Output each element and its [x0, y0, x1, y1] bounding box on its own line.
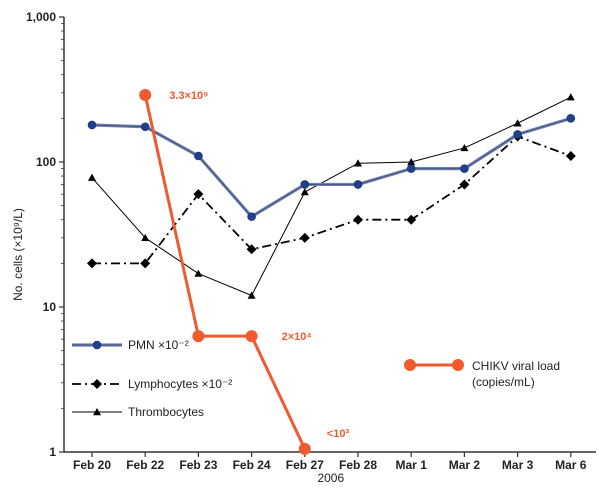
data-point-pmn	[353, 180, 363, 189]
legend-label-viral-unit: (copies/mL)	[472, 375, 535, 389]
y-tick-label: 10	[43, 300, 57, 314]
data-point-pmn	[194, 151, 203, 161]
data-point-thromb	[513, 119, 522, 127]
annotation-label: <10³	[327, 428, 350, 440]
data-point-pmn	[566, 114, 576, 123]
y-tick-label: 100	[36, 155, 56, 169]
data-point-pmn	[513, 130, 522, 139]
data-point-thromb	[407, 158, 416, 166]
data-point-pmn	[247, 212, 256, 221]
data-point-viral	[245, 330, 258, 343]
data-point-lymph	[406, 214, 417, 225]
data-point-lymph	[459, 179, 470, 190]
x-tick-label: Feb 28	[339, 458, 377, 472]
data-point-lymph	[87, 258, 97, 269]
data-point-thromb	[566, 93, 575, 101]
legend-label-lymph: Lymphocytes ×10⁻²	[128, 377, 232, 391]
data-point-pmn	[300, 180, 310, 189]
data-point-thromb	[300, 188, 309, 196]
x-tick-label: Feb 24	[233, 458, 271, 472]
legend-marker-lymph	[92, 379, 102, 389]
data-point-thromb	[88, 173, 96, 181]
data-point-thromb	[141, 233, 150, 242]
x-tick-label: Feb 27	[286, 458, 324, 472]
series-line-lymph	[92, 135, 572, 265]
data-point-viral	[192, 330, 205, 343]
data-point-pmn	[87, 120, 97, 130]
data-point-pmn	[140, 122, 150, 132]
y-axis-title: No. cells (×10⁹/L)	[11, 208, 25, 301]
data-point-lymph	[353, 214, 363, 225]
x-tick-label: Feb 22	[126, 458, 164, 472]
x-tick-label: Mar 6	[555, 458, 587, 472]
data-point-viral	[298, 442, 311, 455]
x-axis-title: 2006	[317, 471, 344, 485]
data-point-lymph	[246, 244, 257, 255]
x-tick-label: Mar 3	[502, 458, 534, 472]
x-tick-label: Mar 1	[396, 458, 428, 472]
annotation-label: 2×10⁴	[282, 331, 312, 343]
x-tick-label: Mar 2	[449, 458, 481, 472]
y-tick-label: 1,000	[26, 10, 56, 24]
data-point-viral	[139, 88, 152, 101]
data-point-pmn	[406, 164, 416, 173]
series-line-pmn-core	[91, 117, 571, 218]
y-tick-label: 1	[49, 445, 56, 459]
series-line-pmn	[91, 116, 572, 219]
series-line-viral	[143, 94, 307, 450]
series-line-thromb	[91, 96, 572, 297]
data-point-thromb	[247, 291, 256, 299]
legend-marker-viral	[452, 359, 464, 371]
data-point-lymph	[299, 232, 310, 243]
legend-marker-pmn	[92, 340, 102, 350]
data-point-thromb	[194, 269, 203, 277]
data-point-pmn	[460, 164, 469, 173]
data-point-lymph	[193, 189, 204, 200]
legend-label-thromb: Thrombocytes	[128, 405, 204, 419]
data-point-thromb	[460, 143, 469, 152]
x-tick-label: Feb 20	[73, 458, 111, 472]
legend-label-viral: CHIKV viral load	[472, 359, 560, 373]
legend-label-pmn: PMN ×10⁻²	[128, 338, 189, 352]
annotation-label: 3.3×10⁹	[169, 90, 208, 102]
legend-marker-viral	[404, 359, 416, 371]
data-point-lymph	[565, 150, 576, 161]
legend-marker-thromb	[93, 408, 101, 416]
data-point-thromb	[354, 159, 362, 167]
x-tick-label: Feb 23	[179, 458, 217, 472]
data-point-lymph	[140, 258, 151, 269]
